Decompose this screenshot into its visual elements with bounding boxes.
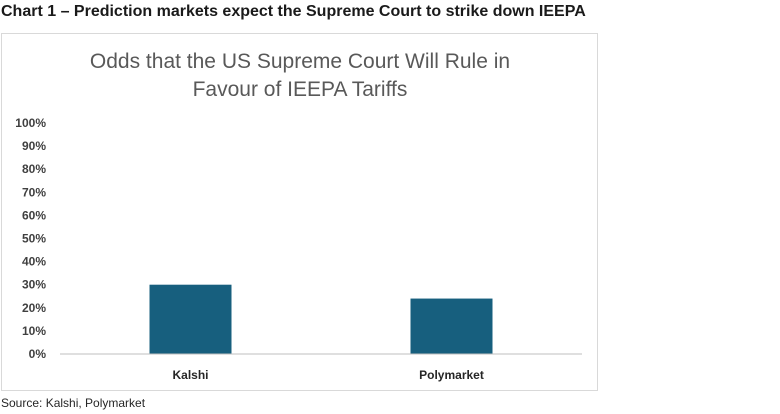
- y-tick-label: 40%: [22, 255, 46, 269]
- y-tick-label: 70%: [22, 185, 46, 199]
- chart-heading: Chart 1 – Prediction markets expect the …: [1, 3, 586, 20]
- x-axis: Kalshi Polymarket: [172, 368, 483, 382]
- bar-polymarket: [410, 298, 493, 354]
- chart-title-line-1: Odds that the US Supreme Court Will Rule…: [90, 50, 510, 73]
- y-axis: 0% 10% 20% 30% 40% 50% 60% 70% 80% 90% 100%: [15, 116, 46, 361]
- y-tick-label: 90%: [22, 139, 46, 153]
- y-tick-label: 60%: [22, 208, 46, 222]
- y-tick-label: 50%: [22, 232, 46, 246]
- y-tick-label: 0%: [29, 347, 47, 361]
- source-note: Source: Kalshi, Polymarket: [1, 396, 146, 410]
- bar-chart: Odds that the US Supreme Court Will Rule…: [15, 50, 582, 382]
- bar-series: [149, 284, 493, 354]
- y-tick-label: 100%: [15, 116, 46, 130]
- y-tick-label: 10%: [22, 324, 46, 338]
- chart-title-line-2: Favour of IEEPA Tariffs: [193, 78, 408, 101]
- y-tick-label: 30%: [22, 278, 46, 292]
- x-tick-label-kalshi: Kalshi: [172, 368, 208, 382]
- y-tick-label: 80%: [22, 162, 46, 176]
- bar-kalshi: [149, 284, 232, 354]
- y-tick-label: 20%: [22, 301, 46, 315]
- x-tick-label-polymarket: Polymarket: [419, 368, 484, 382]
- chart-frame: Odds that the US Supreme Court Will Rule…: [1, 33, 598, 391]
